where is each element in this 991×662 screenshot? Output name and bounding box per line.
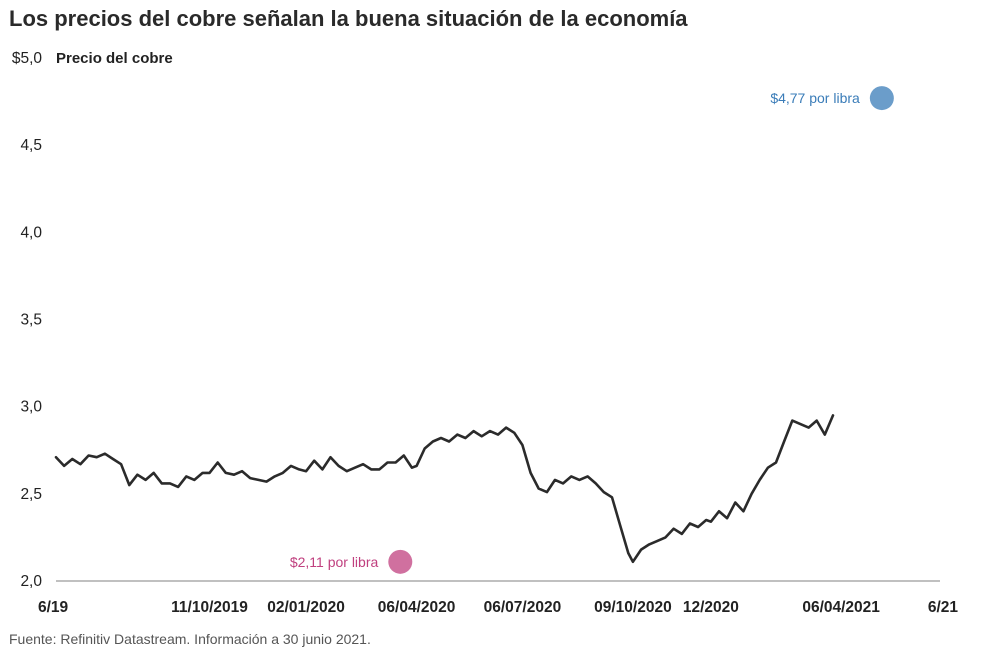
y-tick-label: 2,5: [20, 486, 42, 503]
x-tick-label: 02/01/2020: [267, 599, 345, 616]
y-tick-label: 3,5: [20, 312, 42, 329]
low-point-marker: [388, 549, 413, 574]
y-axis-title: Precio del cobre: [56, 50, 173, 67]
y-tick-label: $5,0: [12, 50, 43, 67]
x-tick-label: 09/10/2020: [594, 599, 672, 616]
y-tick-label: 4,5: [20, 137, 42, 154]
copper-price-line: [54, 414, 835, 564]
chart-title: Los precios del cobre señalan la buena s…: [9, 6, 688, 31]
x-tick-label: 06/04/2021: [802, 599, 880, 616]
low-point-label: $2,11 por libra: [290, 554, 379, 570]
high-point-label: $4,77 por libra: [770, 90, 860, 106]
source-note: Fuente: Refinitiv Datastream. Informació…: [9, 631, 371, 647]
y-tick-label: 2,0: [20, 573, 42, 590]
x-tick-label: 11/10/2019: [171, 599, 248, 616]
x-tick-label: 6/21: [928, 599, 959, 616]
x-tick-label: 06/07/2020: [484, 599, 562, 616]
y-tick-label: 3,0: [20, 399, 42, 416]
x-tick-label: 6/19: [38, 599, 69, 616]
high-point-marker: [869, 86, 894, 111]
x-tick-label: 12/2020: [683, 599, 739, 616]
y-tick-label: 4,0: [20, 224, 42, 241]
x-tick-label: 06/04/2020: [378, 599, 456, 616]
